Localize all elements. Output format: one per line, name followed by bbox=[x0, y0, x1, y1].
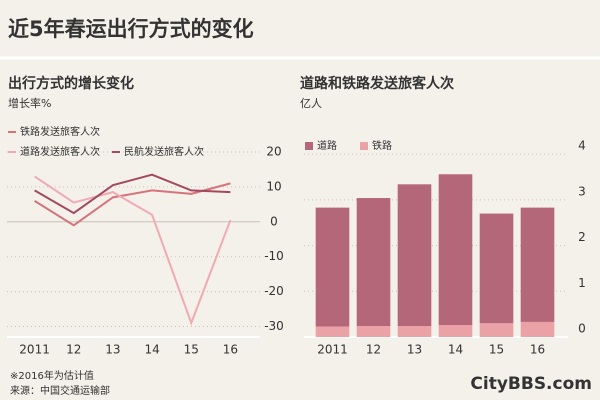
y-unit: 亿人 bbox=[300, 97, 322, 110]
y-tick-label: -10 bbox=[264, 249, 284, 263]
line bbox=[34, 173, 231, 215]
legend-label: 道路发送旅客人次 bbox=[20, 145, 100, 158]
bar-segment bbox=[356, 198, 391, 327]
bar-segment bbox=[356, 326, 391, 337]
x-tick-label: 13 bbox=[407, 343, 422, 357]
bar-segment bbox=[438, 174, 473, 326]
bar-segment bbox=[479, 323, 514, 337]
x-tick-label: 2011 bbox=[317, 343, 348, 357]
x-tick-label: 12 bbox=[366, 343, 381, 357]
legend-label: 铁路 bbox=[372, 139, 392, 152]
bar-segment bbox=[397, 326, 432, 337]
x-tick-label: 2011 bbox=[19, 343, 50, 357]
watermark: CityBBS.com bbox=[470, 374, 592, 394]
bar-segment bbox=[520, 321, 555, 337]
y-tick-label: 0 bbox=[578, 322, 586, 336]
y-unit: 增长率% bbox=[8, 96, 51, 110]
bar-segment bbox=[438, 325, 473, 337]
x-tick-label: 14 bbox=[448, 343, 463, 357]
bar-segment bbox=[315, 326, 350, 337]
line bbox=[34, 182, 231, 227]
legend-label: 道路 bbox=[317, 139, 337, 152]
x-tick-label: 16 bbox=[223, 343, 238, 357]
y-tick-label: 2 bbox=[578, 230, 586, 244]
bar-segment bbox=[520, 207, 555, 322]
footnote: 来源：中国交通运输部 bbox=[10, 384, 110, 397]
footnote: ※2016年为估计值 bbox=[10, 369, 94, 382]
x-tick-label: 14 bbox=[144, 343, 159, 357]
y-tick-label: 4 bbox=[578, 139, 586, 153]
line bbox=[34, 175, 232, 326]
y-tick-label: 10 bbox=[266, 179, 281, 193]
x-tick-label: 12 bbox=[66, 343, 81, 357]
y-tick-label: 0 bbox=[270, 214, 278, 228]
chart-title: 道路和铁路发送旅客人次 bbox=[300, 75, 454, 92]
y-tick-label: -20 bbox=[264, 284, 284, 298]
y-tick-label: 3 bbox=[578, 184, 586, 198]
bar-segment bbox=[397, 184, 432, 327]
x-tick-label: 15 bbox=[489, 343, 504, 357]
legend-label: 铁路发送旅客人次 bbox=[20, 125, 100, 138]
bar-segment bbox=[479, 213, 514, 324]
x-tick-label: 15 bbox=[184, 343, 199, 357]
y-tick-label: 1 bbox=[578, 276, 586, 290]
main-title: 近5年春运出行方式的变化 bbox=[8, 17, 254, 41]
legend-label: 民航发送旅客人次 bbox=[124, 145, 204, 158]
y-tick-label: -30 bbox=[264, 319, 284, 333]
y-tick-label: 20 bbox=[266, 144, 281, 158]
x-tick-label: 16 bbox=[530, 343, 545, 357]
x-tick-label: 13 bbox=[105, 343, 120, 357]
legend-swatch bbox=[305, 142, 313, 150]
legend-swatch bbox=[360, 142, 368, 150]
bar-segment bbox=[315, 207, 350, 327]
chart-title: 出行方式的增长变化 bbox=[8, 75, 134, 92]
